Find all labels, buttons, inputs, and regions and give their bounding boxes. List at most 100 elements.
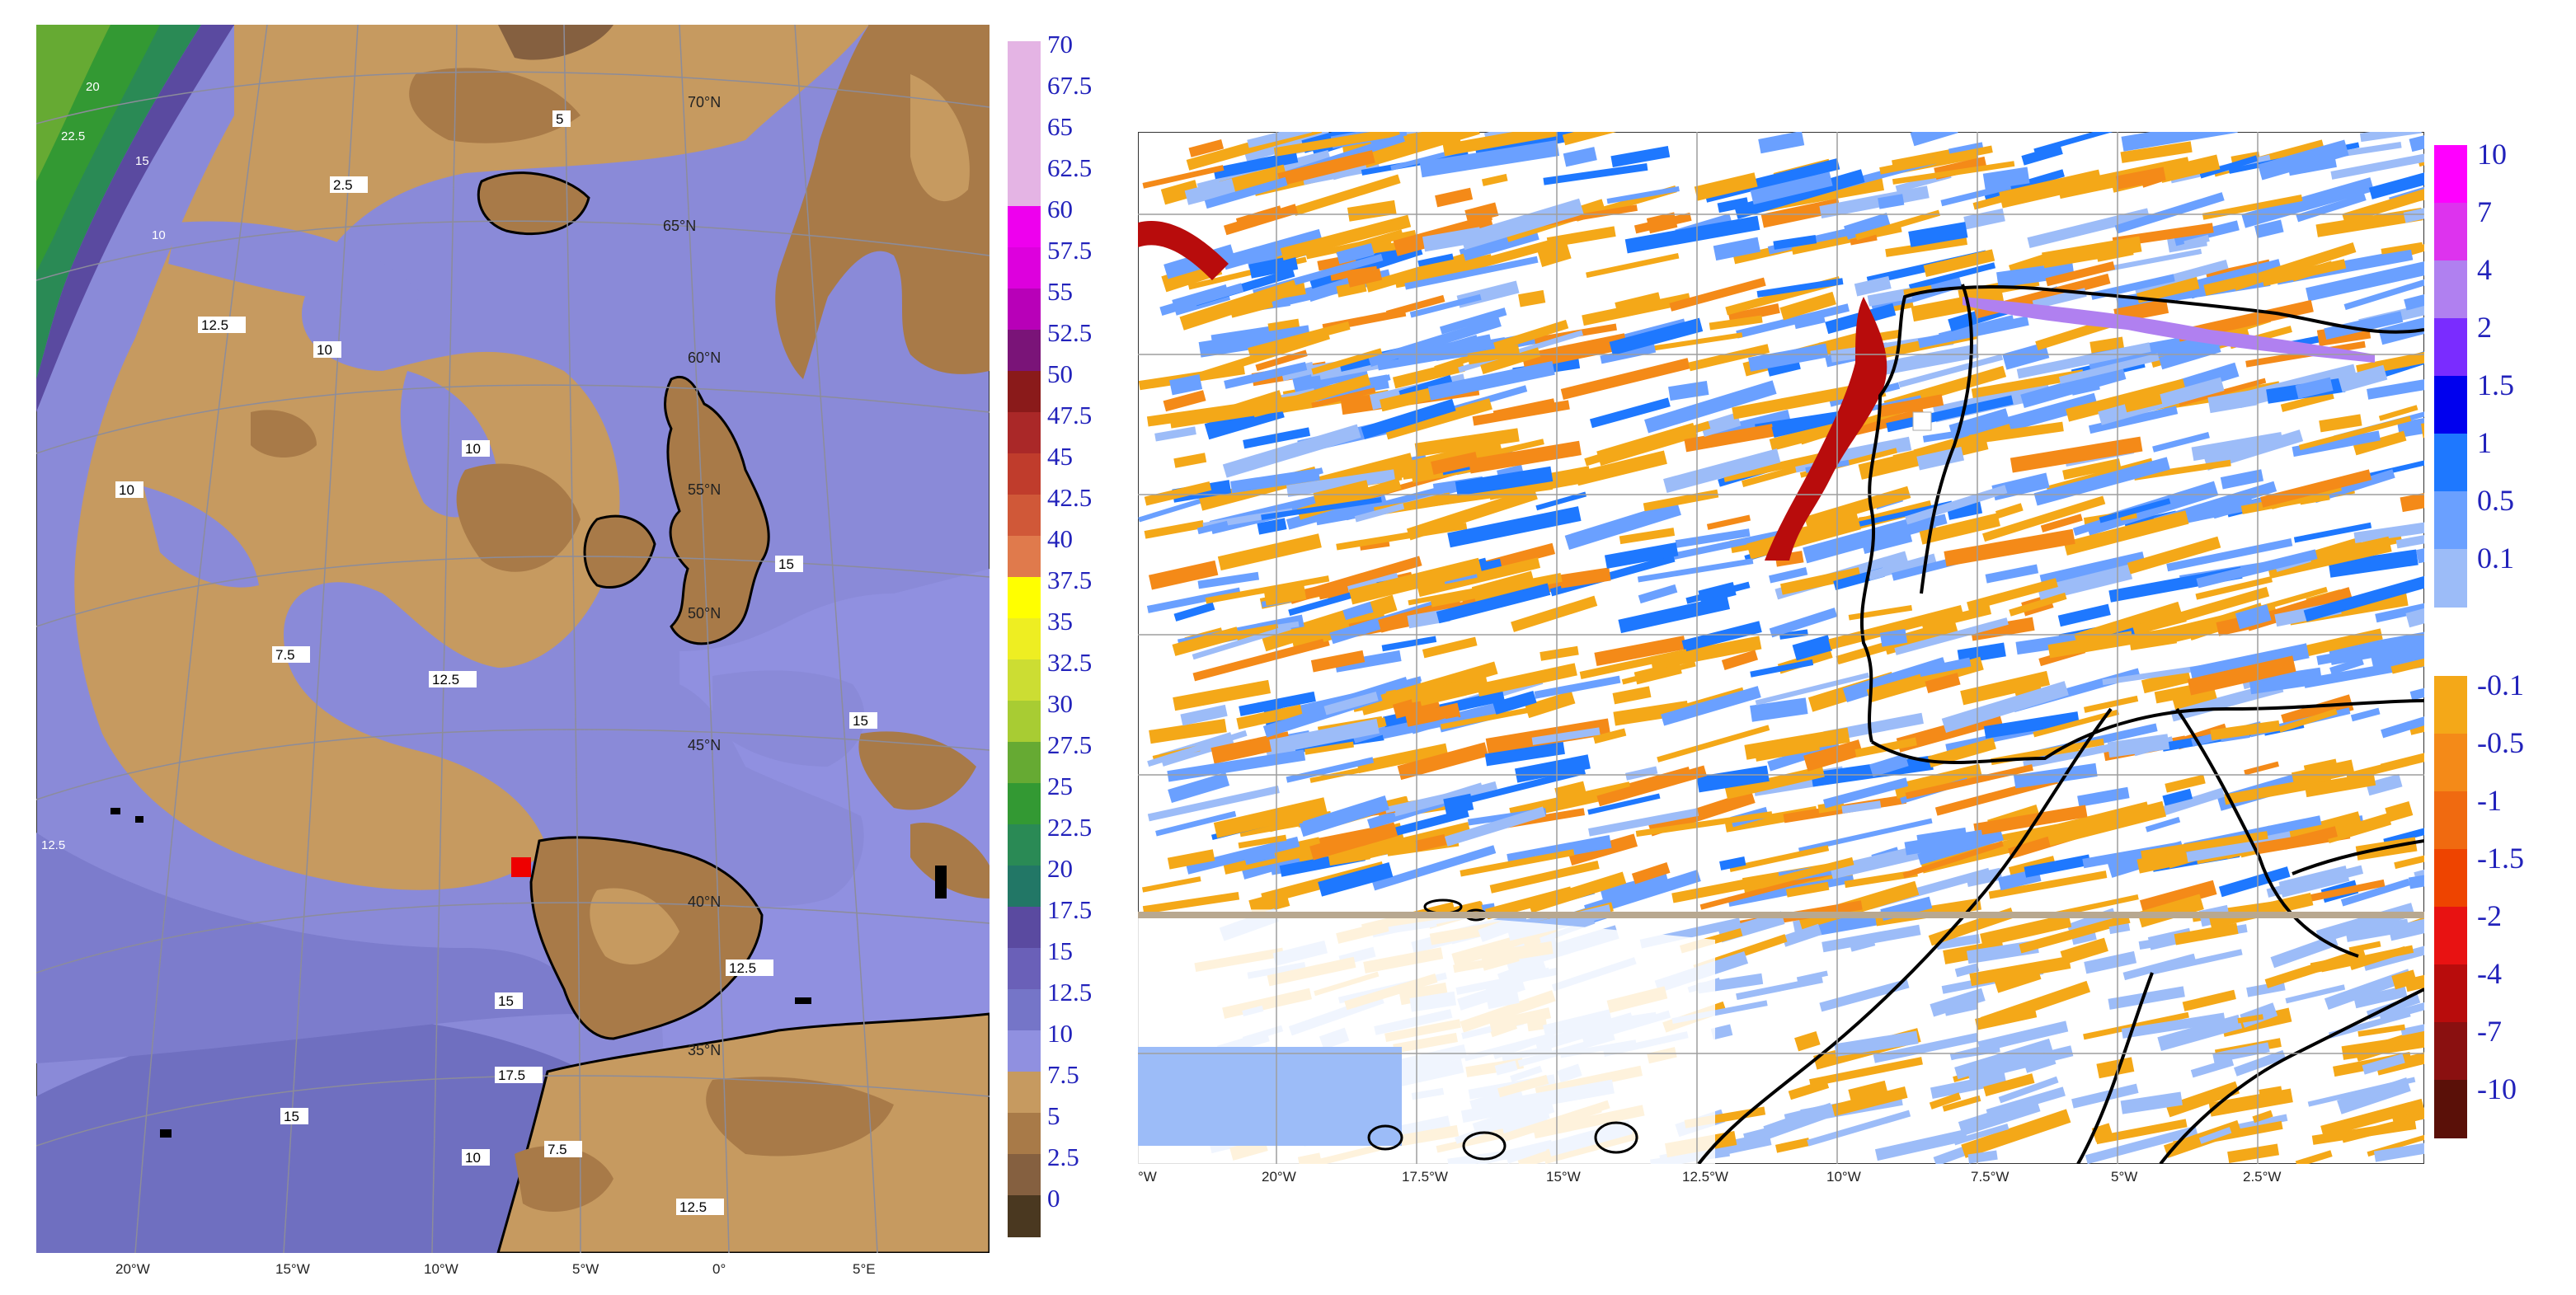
colorbar-segment: [1008, 371, 1041, 413]
lon-label: 12.5°W: [1682, 1169, 1728, 1185]
left-map-panel: 70°N65°N60°N55°N50°N45°N40°N35°N30°N 57.…: [36, 25, 990, 1253]
svg-text:5: 5: [556, 111, 563, 127]
colorbar-label: -1: [2477, 784, 2502, 817]
colorbar-label: 1: [2477, 426, 2492, 459]
colorbar-label: 35: [1047, 607, 1073, 636]
svg-text:7.5: 7.5: [548, 1142, 567, 1157]
svg-text:15: 15: [778, 556, 794, 572]
edge-tick-label: 22.5: [61, 129, 85, 143]
contour-label: 7.5: [544, 1141, 582, 1157]
colorbar-segment: [1008, 618, 1041, 660]
right-colorbar-positive: 10 7 4 2 1.5 1 0.5 0.1: [2434, 138, 2566, 623]
lat-label: 40°N: [688, 894, 721, 910]
colorbar-segment: [1008, 412, 1041, 454]
svg-text:12.5: 12.5: [729, 960, 756, 976]
contour-label: 15: [495, 992, 523, 1009]
colorbar-label: 37.5: [1047, 565, 1093, 594]
colorbar-label: -4: [2477, 957, 2502, 990]
svg-text:15: 15: [284, 1109, 299, 1124]
svg-text:2.5: 2.5: [333, 177, 353, 193]
colorbar-segment: [2434, 734, 2467, 792]
colorbar-label: 70: [1047, 30, 1073, 59]
colorbar-segment: [1008, 41, 1041, 83]
right-lon-axis: °W 20°W 17.5°W 15°W 12.5°W 10°W 7.5°W 5°W 2.5°W: [1138, 1169, 2424, 1194]
svg-text:10: 10: [119, 482, 134, 498]
colorbar-label: 5: [1047, 1101, 1060, 1130]
colorbar-label: 67.5: [1047, 71, 1093, 100]
colorbar-label: -2: [2477, 899, 2502, 932]
lat-label: 45°N: [688, 737, 721, 753]
colorbar-label: 30: [1047, 689, 1073, 718]
colorbar-label: 45: [1047, 442, 1073, 471]
colorbar-segment: [2434, 1022, 2467, 1081]
lon-label: 17.5°W: [1402, 1169, 1448, 1185]
colorbar-segment: [1008, 330, 1041, 372]
svg-text:15: 15: [498, 993, 514, 1009]
colorbar-segment: [2434, 260, 2467, 319]
lon-label: 15°W: [275, 1261, 310, 1277]
colorbar-label: 12.5: [1047, 978, 1093, 1006]
colorbar-segment: [2434, 491, 2467, 550]
contour-label: 2.5: [330, 176, 368, 193]
colorbar-segment: [2434, 1080, 2467, 1138]
colorbar-label: 50: [1047, 359, 1073, 388]
colorbar-segment: [1008, 536, 1041, 578]
colorbar-segment: [1008, 1154, 1041, 1196]
colorbar-segment: [2434, 791, 2467, 850]
contour-label: 5: [552, 110, 571, 127]
colorbar-segment: [1008, 866, 1041, 908]
colorbar-label: -10: [2477, 1072, 2517, 1105]
colorbar-segment: [2434, 964, 2467, 1023]
lat-label: 70°N: [688, 94, 721, 110]
colorbar-segment: [1008, 907, 1041, 949]
colorbar-segment: [1008, 1113, 1041, 1155]
colorbar-label: 7: [2477, 195, 2492, 228]
svg-text:17.5: 17.5: [498, 1067, 525, 1083]
colorbar-label: 65: [1047, 112, 1073, 141]
svg-text:7.5: 7.5: [275, 647, 295, 663]
contour-label: 12.5: [429, 671, 477, 687]
lat-label: 35°N: [688, 1042, 721, 1058]
colorbar-segment: [1008, 989, 1041, 1031]
lon-label: 2.5°W: [2243, 1169, 2282, 1185]
colorbar-label: 57.5: [1047, 236, 1093, 265]
contour-label: 10: [115, 481, 143, 498]
lat-label: 55°N: [688, 481, 721, 498]
colorbar-segment: [2434, 907, 2467, 965]
colorbar-label: 0.5: [2477, 484, 2514, 517]
lon-label: 15°W: [1546, 1169, 1581, 1185]
colorbar-label: 17.5: [1047, 895, 1093, 924]
colorbar-label: 10: [1047, 1019, 1073, 1048]
lon-label: 10°W: [424, 1261, 458, 1277]
colorbar-label: 42.5: [1047, 483, 1093, 512]
colorbar-label: -0.1: [2477, 669, 2524, 701]
colorbar-segment: [1008, 124, 1041, 166]
svg-text:12.5: 12.5: [679, 1199, 707, 1215]
edge-tick-label: 20: [86, 80, 100, 94]
contour-label: 17.5: [495, 1067, 543, 1083]
colorbar-segment: [2434, 676, 2467, 734]
edge-tick-label: 15: [135, 154, 149, 168]
colorbar-label: 62.5: [1047, 153, 1093, 182]
left-colorbar: 70 67.5 65 62.5 60 57.5 55 52.5 50 47.5 45 42.5 40 37…: [1008, 30, 1131, 1237]
lon-label: 20°W: [1262, 1169, 1296, 1185]
colorbar-label: 20: [1047, 854, 1073, 883]
colorbar-segment: [1008, 824, 1041, 866]
lon-label: 10°W: [1826, 1169, 1861, 1185]
colorbar-segment: [2434, 376, 2467, 434]
colorbar-label: -1.5: [2477, 842, 2524, 875]
colorbar-segment: [1008, 289, 1041, 331]
lat-label: 65°N: [663, 218, 696, 234]
svg-text:15: 15: [853, 713, 868, 729]
colorbar-label: 4: [2477, 253, 2492, 286]
contour-label: 15: [849, 712, 877, 729]
colorbar-segment: [1008, 948, 1041, 990]
lon-label: 5°E: [853, 1261, 876, 1277]
colorbar-label: 60: [1047, 195, 1073, 223]
edge-tick-label: 12.5: [41, 838, 65, 852]
colorbar-segment: [1008, 577, 1041, 619]
colorbar-label: 40: [1047, 524, 1073, 553]
colorbar-label: 2.5: [1047, 1143, 1079, 1171]
svg-text:12.5: 12.5: [201, 317, 228, 333]
colorbar-label: 47.5: [1047, 401, 1093, 429]
